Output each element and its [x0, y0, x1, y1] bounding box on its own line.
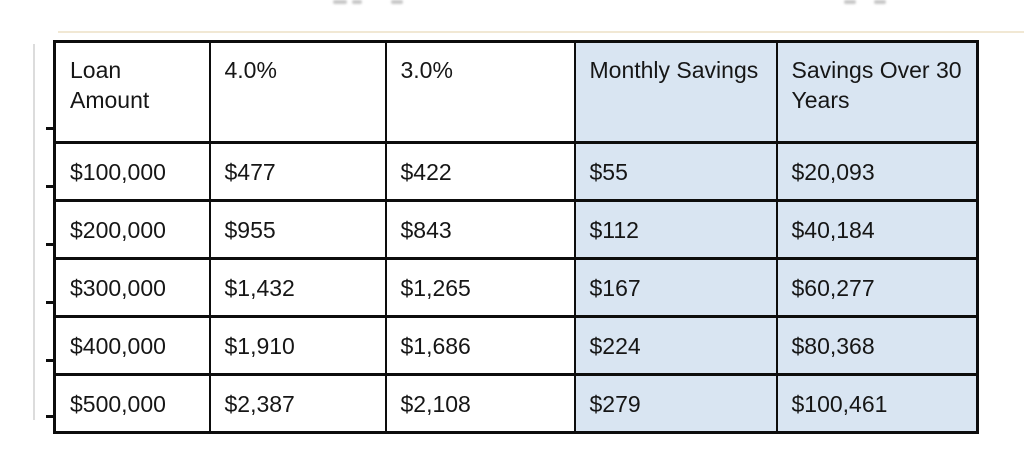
table-cell: $224	[573, 315, 778, 376]
table-cell: $167	[573, 257, 778, 318]
table-cell: $1,910	[208, 315, 387, 376]
table-cell: $477	[208, 141, 387, 202]
table-row: $100,000 $477 $422 $55 $20,093	[53, 141, 979, 202]
cropped-text-artifact	[333, 0, 347, 4]
header-row: Loan Amount 4.0% 3.0% Monthly Savings Saving…	[53, 40, 979, 144]
table-cell: $2,387	[208, 373, 387, 434]
row-line-tick	[46, 243, 56, 246]
table-cell: $955	[208, 199, 387, 260]
loan-savings-table: Loan Amount 4.0% 3.0% Monthly Savings Saving…	[53, 40, 979, 434]
row-line-tick	[46, 359, 56, 362]
table-cell: $279	[573, 373, 778, 434]
table-cell: $60,277	[775, 257, 979, 318]
table-cell: $2,108	[384, 373, 576, 434]
cropped-text-artifact	[352, 0, 362, 4]
table-body: $100,000 $477 $422 $55 $20,093 $200,000 $955 $8…	[53, 141, 979, 434]
table-row: $300,000 $1,432 $1,265 $167 $60,277	[53, 257, 979, 318]
table-cell: $1,686	[384, 315, 576, 376]
header-cell: Savings Over 30 Years	[775, 40, 979, 144]
table-cell: $20,093	[775, 141, 979, 202]
header-cell: Loan Amount	[53, 40, 211, 144]
savings-table-container: Loan Amount 4.0% 3.0% Monthly Savings Saving…	[53, 40, 979, 434]
header-cell: 3.0%	[384, 40, 576, 144]
table-cell: $80,368	[775, 315, 979, 376]
table-row: $400,000 $1,910 $1,686 $224 $80,368	[53, 315, 979, 376]
row-line-tick	[46, 185, 56, 188]
table-cell: $112	[573, 199, 778, 260]
horizontal-rule	[58, 31, 1024, 33]
table-cell: $200,000	[53, 199, 211, 260]
header-cell: Monthly Savings	[573, 40, 778, 144]
table-cell: $40,184	[775, 199, 979, 260]
row-line-tick	[46, 415, 56, 418]
header-cell: 4.0%	[208, 40, 387, 144]
table-row: $200,000 $955 $843 $112 $40,184	[53, 199, 979, 260]
table-cell: $1,432	[208, 257, 387, 318]
table-cell: $100,000	[53, 141, 211, 202]
table-cell: $400,000	[53, 315, 211, 376]
cropped-text-artifact	[844, 0, 856, 4]
table-row: $500,000 $2,387 $2,108 $279 $100,461	[53, 373, 979, 434]
row-line-tick	[46, 127, 56, 130]
table-header: Loan Amount 4.0% 3.0% Monthly Savings Saving…	[53, 40, 979, 144]
table-cell: $55	[573, 141, 778, 202]
table-cell: $843	[384, 199, 576, 260]
cropped-text-artifact	[874, 0, 886, 4]
row-line-tick	[46, 301, 56, 304]
cropped-text-artifact	[391, 0, 403, 4]
table-cell: $1,265	[384, 257, 576, 318]
table-cell: $100,461	[775, 373, 979, 434]
table-cell: $300,000	[53, 257, 211, 318]
table-cell: $422	[384, 141, 576, 202]
table-cell: $500,000	[53, 373, 211, 434]
left-gray-line	[33, 44, 35, 420]
